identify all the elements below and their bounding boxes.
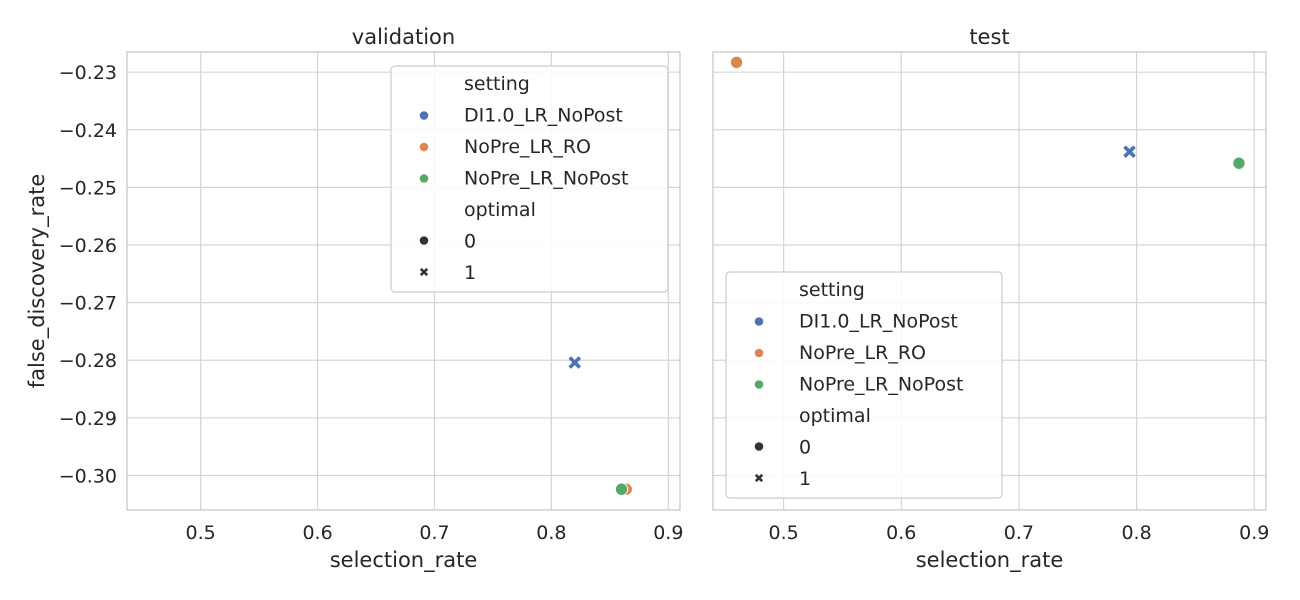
- legend-label: NoPre_LR_NoPost: [799, 374, 963, 396]
- legend-label: 0: [464, 231, 476, 253]
- data-point-nopre-lr-nopost: [614, 482, 629, 496]
- legend-title-setting: setting: [464, 73, 530, 95]
- legend-label: 0: [799, 437, 811, 459]
- legend-marker-x-b: [419, 267, 429, 277]
- legend-label: NoPre_LR_RO: [799, 342, 926, 364]
- y-tick-label: −0.28: [59, 350, 117, 372]
- x-axis-label: selection_rate: [916, 548, 1064, 573]
- x-tick-label: 0.7: [419, 522, 449, 544]
- legend-marker-nopre-lr-ro: [754, 348, 764, 358]
- data-point-nopre-lr-nopost: [1232, 156, 1246, 170]
- y-axis-label: false_discovery_rate: [25, 174, 50, 389]
- panel-validation: 0.5 0.6 0.7 0.8 0.9 −0.23 −0.24 −0.25 −0.26 −0.27…: [59, 25, 684, 573]
- y-tick-label: −0.23: [59, 62, 117, 84]
- legend-marker-x: [419, 267, 429, 277]
- legend-marker-x-b: [754, 473, 764, 483]
- x-tick-label: 0.5: [186, 522, 216, 544]
- panel-title: validation: [352, 25, 455, 49]
- x-tick-label: 0.7: [1004, 522, 1034, 544]
- legend-marker-nopre-lr-nopost: [754, 380, 764, 389]
- legend-label: 1: [464, 262, 476, 284]
- legend-marker-di1-0-lr-nopost: [419, 111, 429, 120]
- legend-frame: [725, 271, 1003, 499]
- panel-title: test: [969, 25, 1009, 49]
- legend-marker-circle: [754, 442, 764, 451]
- x-tick-label: 0.6: [886, 522, 916, 544]
- y-tick-label: −0.29: [59, 408, 117, 430]
- x-tick-label: 0.9: [653, 522, 683, 544]
- legend-title-optimal: optimal: [799, 405, 871, 427]
- legend-marker-circle: [419, 236, 429, 245]
- plot-frame: [712, 51, 1267, 511]
- legend: setting DI1.0_LR_NoPost NoPre_LR_RO NoPre_L…: [390, 65, 669, 293]
- x-axis-label: selection_rate: [330, 548, 478, 573]
- x-tick-label: 0.6: [302, 522, 332, 544]
- legend-title-optimal: optimal: [464, 199, 536, 221]
- legend-label: NoPre_LR_NoPost: [464, 168, 628, 190]
- y-tick-label: −0.26: [59, 235, 117, 257]
- x-tick-label: 0.8: [536, 522, 566, 544]
- x-tick-label: 0.9: [1239, 522, 1269, 544]
- data-point-di1-0-lr-nopost: [1123, 145, 1136, 158]
- legend-label: 1: [799, 468, 811, 490]
- legend: setting DI1.0_LR_NoPost NoPre_LR_RO NoPre_L…: [725, 271, 1003, 499]
- data-point-di1-0-lr-nopost-stroke-b: [568, 356, 582, 369]
- legend-title-setting: setting: [799, 279, 865, 301]
- legend-label: NoPre_LR_RO: [464, 136, 591, 158]
- data-point-di1-0-lr-nopost: [568, 356, 582, 369]
- legend-marker-x: [754, 473, 764, 483]
- legend-label: DI1.0_LR_NoPost: [464, 105, 623, 127]
- x-tick-label: 0.5: [768, 522, 798, 544]
- legend-frame: [390, 65, 669, 293]
- panel-test: 0.5 0.6 0.7 0.8 0.9 test selection_rate setting…: [712, 25, 1269, 573]
- y-tick-label: −0.24: [59, 120, 117, 142]
- legend-marker-di1-0-lr-nopost: [754, 317, 764, 326]
- x-tick-label: 0.8: [1121, 522, 1151, 544]
- y-tick-label: −0.30: [59, 465, 117, 487]
- plot-frame: [126, 51, 681, 511]
- data-point-nopre-lr-ro: [729, 55, 744, 70]
- legend-label: DI1.0_LR_NoPost: [799, 311, 958, 333]
- legend-marker-nopre-lr-ro: [419, 142, 429, 152]
- data-point-di1-0-lr-nopost-stroke-b: [1123, 145, 1136, 158]
- y-tick-label: −0.25: [59, 177, 117, 199]
- legend-marker-nopre-lr-nopost: [419, 174, 429, 183]
- y-tick-label: −0.27: [59, 293, 117, 315]
